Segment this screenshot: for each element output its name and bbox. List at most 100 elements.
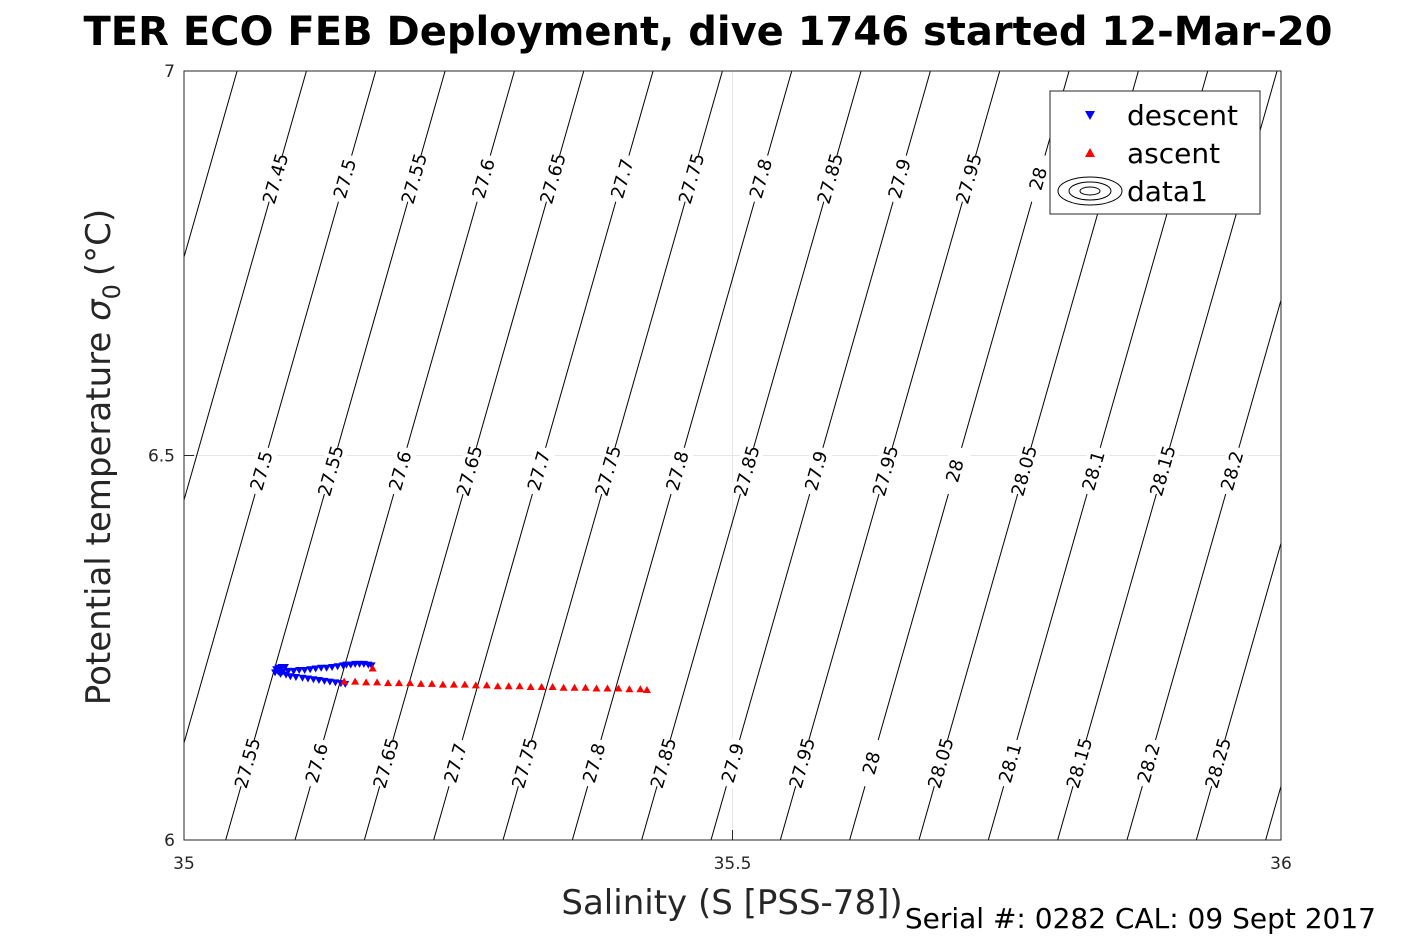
- chart-title: TER ECO FEB Deployment, dive 1746 starte…: [83, 9, 1332, 55]
- contour-label-bg: [813, 152, 848, 205]
- contour-label-bg: [299, 737, 335, 790]
- ascent-point: [570, 683, 579, 691]
- contour-label-bg: [951, 152, 987, 205]
- contour-label-bg: [507, 737, 543, 790]
- y-tick-label-1: 6.5: [148, 447, 175, 467]
- ascent-point: [373, 678, 382, 686]
- contour-label-bg: [438, 737, 473, 790]
- y-axis-label-text: Potential temperature: [79, 332, 119, 705]
- descent-point: [289, 667, 298, 675]
- isopycnal-28.25: [1195, 541, 1281, 840]
- legend-data1-label: data1: [1127, 175, 1208, 208]
- contour-label-bg: [369, 737, 404, 790]
- contour-label-bg: [660, 444, 695, 497]
- descent-point: [309, 676, 318, 684]
- descent-point: [303, 675, 312, 683]
- contour-label-bg: [397, 152, 432, 205]
- contour-label-bg: [715, 737, 751, 790]
- contour-label-bg: [244, 444, 279, 497]
- ascent-point: [340, 677, 349, 685]
- series-ascent: [340, 664, 651, 694]
- contour-label-bg: [1021, 152, 1056, 205]
- ascent-point: [493, 682, 502, 690]
- ascent-point: [362, 678, 371, 686]
- isopycnal-28.35: [1324, 33, 1417, 879]
- descent-point: [328, 663, 337, 671]
- contour-label-bg: [605, 152, 640, 205]
- y-tick-label-2: 7: [164, 62, 175, 82]
- descent-point: [286, 673, 295, 681]
- ascent-point: [384, 679, 393, 687]
- ascent-point: [537, 682, 546, 690]
- contour-label-bg: [854, 737, 889, 790]
- contour-label-bg: [313, 444, 349, 497]
- ascent-point: [438, 680, 447, 688]
- ascent-point: [471, 681, 480, 689]
- descent-point: [320, 677, 329, 685]
- contour-label-bg: [937, 444, 973, 497]
- ascent-point: [427, 679, 436, 687]
- ascent-point: [603, 684, 612, 692]
- contour-label-bg: [466, 152, 501, 205]
- descent-point: [300, 667, 309, 675]
- descent-point: [291, 673, 300, 681]
- ascent-point: [482, 681, 491, 689]
- ascent-point: [449, 680, 458, 688]
- descent-point: [367, 662, 376, 670]
- contour-label-bg: [1131, 737, 1167, 790]
- ascent-point: [636, 685, 645, 693]
- contour-label-bg: [1215, 444, 1250, 497]
- contour-label-bg: [799, 444, 834, 497]
- contour-label-bg: [1007, 444, 1042, 497]
- contour-label-bg: [993, 737, 1028, 790]
- contour-label-bg: [521, 444, 557, 497]
- contour-label-bg: [327, 152, 363, 205]
- legend-ascent-label: ascent: [1127, 137, 1220, 170]
- ascent-point: [368, 664, 377, 672]
- legend-descent-marker: [1085, 111, 1095, 120]
- contour-label-bg: [1076, 444, 1111, 497]
- ascent-point: [351, 677, 360, 685]
- axis-ticks: 35 35.5 36 6 6.5 7: [148, 62, 1292, 874]
- contour-label-bg: [646, 737, 681, 790]
- contour-label-bg: [258, 152, 293, 205]
- descent-point: [325, 678, 334, 686]
- legend-box: [1049, 90, 1261, 215]
- isopycnal-27.4: [184, 71, 238, 259]
- contour-label-bg: [729, 444, 765, 497]
- contour-label-bg: [1145, 444, 1181, 497]
- x-tick-label-1: 35.5: [714, 854, 752, 874]
- y-tick-label-0: 6: [164, 831, 175, 851]
- ascent-point: [395, 679, 404, 687]
- contour-label-bg: [743, 152, 779, 205]
- contour-label-bg: [452, 444, 487, 497]
- ascent-point: [625, 685, 634, 693]
- x-tick-label-0: 35: [173, 854, 195, 874]
- descent-point: [331, 679, 340, 687]
- ascent-point: [504, 682, 513, 690]
- serial-calibration-note: Serial #: 0282 CAL: 09 Sept 2017: [905, 902, 1376, 935]
- series-descent: [271, 660, 376, 688]
- contour-label-bg: [535, 152, 571, 205]
- contour-label-bg: [1201, 737, 1236, 790]
- legend: descent ascent data1: [1049, 90, 1261, 215]
- ascent-point: [614, 684, 623, 692]
- descent-point: [298, 674, 307, 682]
- descent-point: [314, 677, 323, 685]
- descent-point: [284, 667, 293, 675]
- contour-label-bg: [868, 444, 903, 497]
- contour-label-bg: [785, 737, 820, 790]
- y-axis-label: Potential temperature σ0 (°C): [79, 209, 126, 705]
- descent-point: [333, 663, 342, 671]
- y-axis-label-unit: (°C): [79, 209, 119, 276]
- descent-point: [295, 667, 304, 675]
- ascent-point: [642, 686, 651, 694]
- y-axis-label-sigma: σ: [79, 298, 119, 321]
- descent-point: [339, 662, 348, 670]
- contour-label-bg: [230, 737, 265, 790]
- legend-descent-label: descent: [1127, 99, 1238, 132]
- ascent-point: [559, 683, 568, 691]
- contour-label-bg: [882, 152, 917, 205]
- ascent-point: [460, 680, 469, 688]
